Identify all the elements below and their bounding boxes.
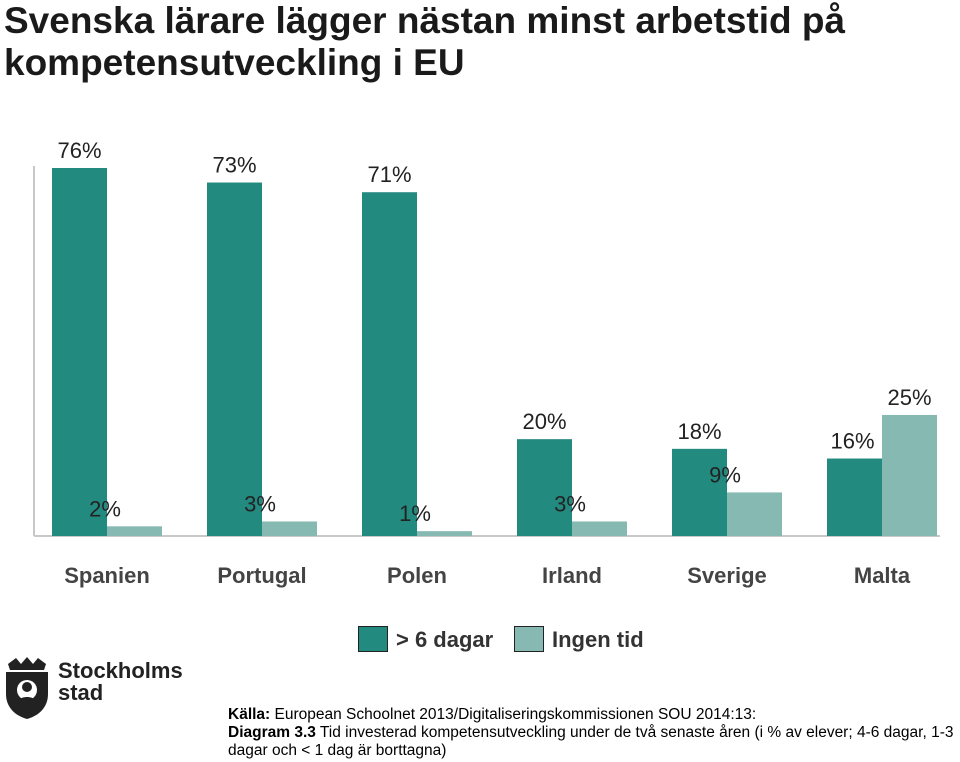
data-label-sverige-series-2: 9% — [709, 462, 741, 487]
legend-label-series-2: Ingen tid — [552, 627, 644, 652]
source-text: European Schoolnet 2013/Digitaliseringsk… — [270, 706, 757, 723]
category-label-malta: Malta — [854, 563, 911, 588]
category-label-irland: Irland — [542, 563, 602, 588]
logo-line-1: Stockholms — [58, 658, 183, 683]
source-line: Källa: European Schoolnet 2013/Digitalis… — [228, 706, 956, 724]
bar-irland-series-2 — [572, 521, 627, 536]
chart-title: Svenska lärare lägger nästan minst arbet… — [4, 0, 846, 83]
bar-spanien-series-2 — [107, 526, 162, 536]
bar-portugal-series-2 — [262, 521, 317, 536]
legend-swatch-series-1 — [358, 626, 388, 652]
bar-polen-series-1 — [362, 192, 417, 537]
logo-text: Stockholms stad — [58, 660, 183, 704]
stockholm-logo: Stockholms stad — [2, 656, 183, 720]
data-label-sverige-series-1: 18% — [677, 419, 721, 444]
category-label-portugal: Portugal — [217, 563, 306, 588]
category-label-polen: Polen — [387, 563, 447, 588]
data-label-spanien-series-2: 2% — [89, 496, 121, 521]
logo-line-2: stad — [58, 680, 104, 705]
bar-sverige-series-1 — [672, 448, 727, 536]
bar-malta-series-2 — [882, 414, 937, 536]
diagram-caption: Diagram 3.3 Tid investerad kompetensutve… — [228, 724, 956, 760]
category-label-spanien: Spanien — [64, 563, 150, 588]
data-label-irland-series-1: 20% — [522, 409, 566, 434]
bar-polen-series-2 — [417, 531, 472, 536]
bar-spanien-series-1 — [52, 168, 107, 536]
legend-swatch-series-2 — [514, 626, 544, 652]
source-label: Källa: — [228, 706, 271, 723]
source-note: Källa: European Schoolnet 2013/Digitalis… — [228, 706, 956, 760]
bar-irland-series-1 — [517, 439, 572, 536]
data-label-portugal-series-1: 73% — [212, 153, 256, 178]
bar-sverige-series-2 — [727, 492, 782, 536]
legend-label-series-1: > 6 dagar — [396, 627, 494, 652]
data-label-polen-series-1: 71% — [367, 162, 411, 187]
data-label-spanien-series-1: 76% — [57, 138, 101, 163]
bar-chart: 76% 2% Spanien 73% 3% Portugal 71% 1% Polen 20% 3%… — [33, 138, 940, 588]
data-label-polen-series-2: 1% — [399, 501, 431, 526]
data-label-irland-series-2: 3% — [554, 491, 586, 516]
stockholm-crest-icon — [6, 657, 48, 719]
data-label-portugal-series-2: 3% — [244, 491, 276, 516]
data-label-malta-series-2: 25% — [887, 385, 931, 410]
category-label-sverige: Sverige — [687, 563, 767, 588]
diagram-text: Tid investerad kompetensutveckling under… — [228, 724, 954, 759]
bar-malta-series-1 — [827, 458, 882, 536]
data-label-malta-series-1: 16% — [830, 429, 874, 454]
bar-portugal-series-1 — [207, 182, 262, 537]
diagram-label: Diagram 3.3 — [228, 724, 316, 741]
